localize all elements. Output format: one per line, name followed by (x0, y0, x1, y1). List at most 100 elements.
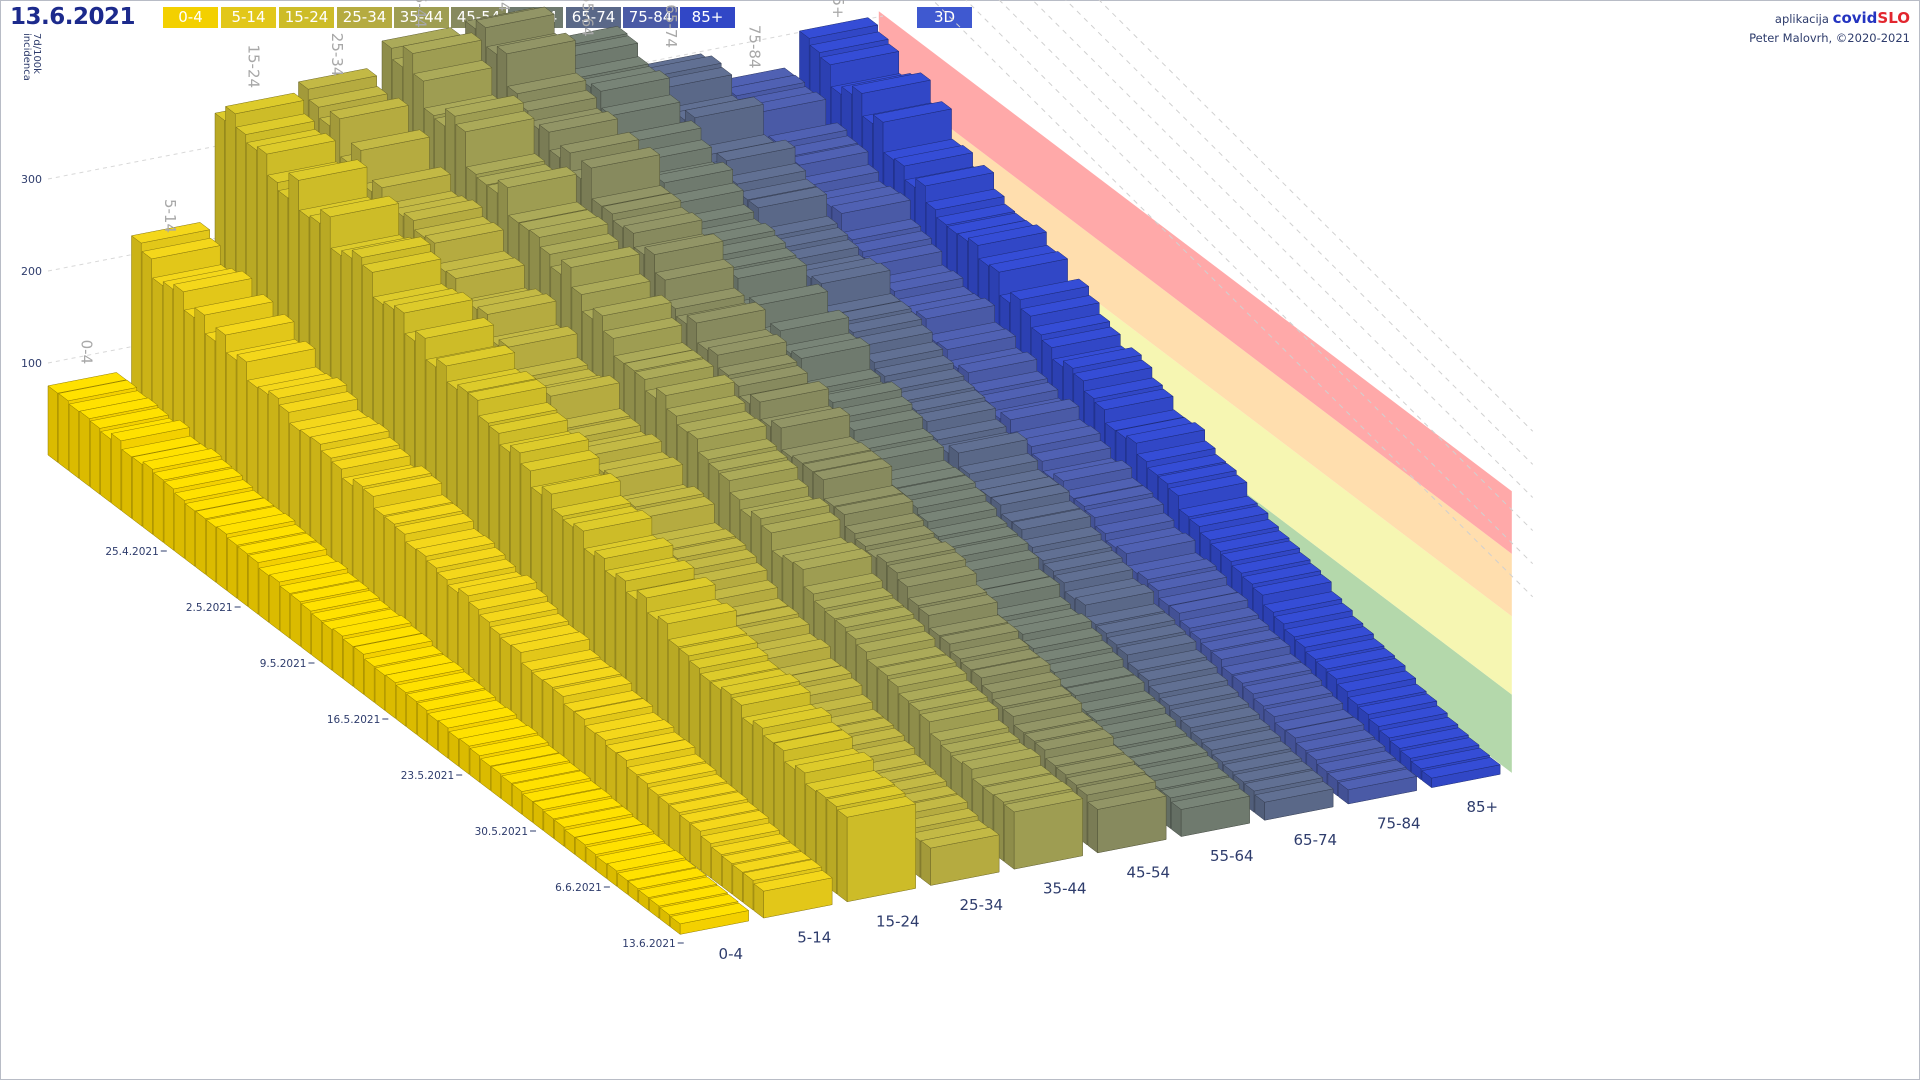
bar-top (1002, 695, 1083, 717)
bar-side (837, 809, 848, 903)
bar-top (110, 419, 191, 442)
bar-top (928, 515, 1008, 537)
bar-top (184, 490, 264, 512)
bar-top (297, 68, 378, 90)
bar-side (237, 546, 248, 607)
bar-top (1083, 377, 1164, 399)
bar-top (1274, 709, 1354, 731)
bar-top (972, 765, 1052, 787)
bar-top (657, 602, 737, 625)
bar-top (624, 486, 705, 508)
bar-top (948, 432, 1028, 454)
legend-item-15-24[interactable]: 15-24 (279, 7, 334, 28)
bar-top (79, 397, 159, 419)
bar-top (967, 224, 1048, 246)
bar-top (927, 418, 1007, 441)
legend-item-5-14[interactable]: 5-14 (221, 7, 276, 28)
bar-top (908, 584, 988, 606)
bar-top (727, 257, 808, 279)
bar-top (373, 494, 453, 516)
bar-top (235, 113, 315, 135)
bar-top (700, 822, 780, 844)
bar-top (592, 294, 672, 317)
bar-top (1053, 460, 1133, 482)
legend-item-75-84[interactable]: 75-84 (623, 7, 678, 28)
bar-top (279, 572, 359, 594)
bar-top (1076, 774, 1157, 796)
bar-top (342, 625, 423, 647)
bar-top (636, 576, 716, 599)
bar-top (792, 548, 873, 570)
bar-top (195, 497, 275, 520)
bar-top (508, 201, 588, 223)
legend-item-85plus[interactable]: 85+ (680, 7, 735, 28)
3d-view-button[interactable]: 3D (917, 7, 972, 28)
date-label: 9.5.2021 (260, 658, 307, 670)
bar-top (719, 459, 799, 481)
bar-top (981, 671, 1062, 693)
bar-top (1336, 670, 1417, 692)
date-label: 25.4.2021 (105, 546, 158, 558)
bar-top (532, 788, 613, 810)
bar-top (142, 448, 222, 470)
bar-top (141, 237, 221, 260)
bar-top (826, 785, 906, 807)
date-label: 30.5.2021 (475, 826, 528, 838)
bar-top (403, 199, 483, 221)
bar-top (991, 596, 1071, 618)
bar-top (1020, 295, 1100, 317)
bar-top (1199, 519, 1280, 541)
bar-top (479, 601, 559, 623)
bar-top (939, 623, 1020, 645)
bar-side (132, 456, 143, 527)
bar-top (1149, 767, 1230, 790)
bar-top (517, 90, 598, 112)
bar-top (920, 827, 1000, 849)
bar-top (247, 541, 328, 563)
bar-top (416, 689, 497, 711)
bar-top (1169, 592, 1249, 614)
bar-top (915, 297, 996, 320)
bar-top (1170, 788, 1251, 810)
bar-top (351, 236, 431, 258)
bar-top (595, 719, 675, 741)
legend-item-25-34[interactable]: 25-34 (337, 7, 392, 28)
bar-top (415, 535, 496, 557)
bar-top (543, 797, 623, 820)
bar-top (511, 770, 591, 792)
bar-top (813, 458, 893, 480)
bar-top (216, 513, 296, 535)
bar-top (489, 613, 569, 635)
bar-top (1137, 558, 1217, 580)
bar-top (971, 656, 1051, 679)
legend-item-0-4[interactable]: 0-4 (163, 7, 218, 28)
bar-top (363, 645, 444, 667)
legend-item-65-74[interactable]: 65-74 (566, 7, 621, 28)
bar-top (606, 850, 686, 872)
bar-top (887, 665, 968, 688)
bar-top (742, 859, 823, 881)
bar-top (384, 503, 464, 525)
bar-side (153, 472, 164, 543)
bar-top (1273, 602, 1354, 625)
bar-top (624, 349, 704, 372)
bar-side (322, 621, 333, 671)
bar-top (215, 314, 295, 336)
bar-top (1075, 584, 1155, 606)
bar-front (846, 803, 916, 903)
bar-top (647, 773, 728, 796)
bar-top (468, 588, 548, 610)
bar-top (311, 599, 391, 622)
x-axis-categories: 0-4 5-14 15-24 25-34 35-44 45-54 55-64 65-74 75-… (719, 798, 1499, 963)
category-label: 0-4 (719, 945, 744, 963)
bar-top (616, 739, 696, 761)
bar-top (1389, 727, 1470, 749)
bar-top (1012, 613, 1092, 635)
bar-top (237, 532, 317, 555)
legend-item-35-44[interactable]: 35-44 (394, 7, 449, 28)
app-name[interactable]: covidSLO (1833, 9, 1910, 27)
bar-top (1242, 563, 1322, 585)
bar-top (1087, 788, 1167, 810)
bar-side (47, 385, 58, 463)
